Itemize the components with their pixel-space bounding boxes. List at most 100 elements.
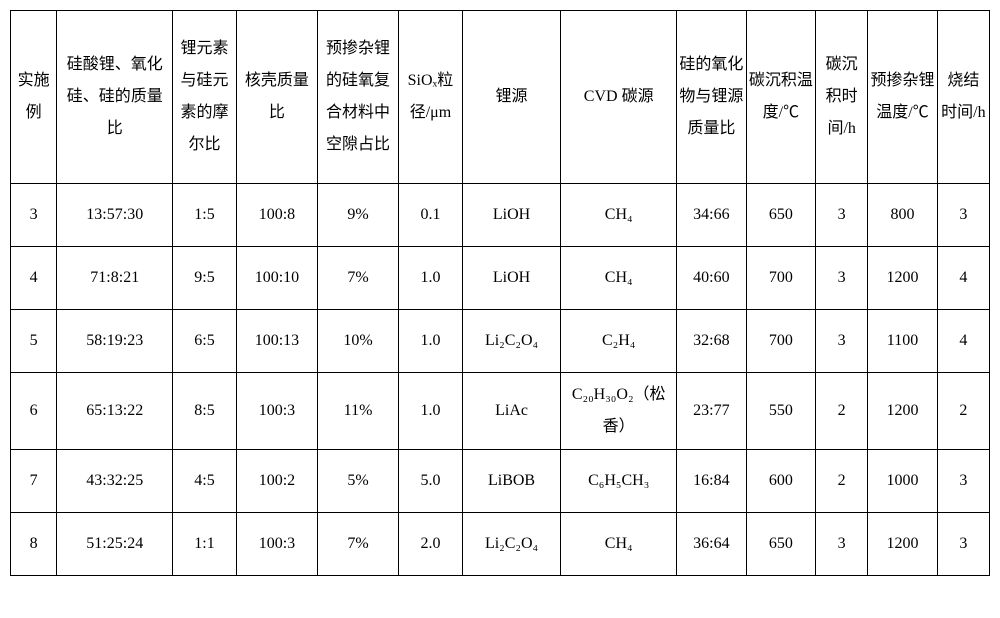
table-cell: 1200 — [868, 373, 938, 450]
col-header: 碳沉积温度/℃ — [746, 11, 816, 184]
col-header: 实施例 — [11, 11, 57, 184]
table-cell: C₂₀H₃₀O₂（松香） — [561, 373, 677, 450]
table-cell: 5.0 — [399, 450, 463, 513]
table-cell: 2.0 — [399, 513, 463, 576]
table-cell: 1.0 — [399, 373, 463, 450]
table-cell: 100:10 — [236, 247, 317, 310]
table-cell: 9% — [317, 184, 398, 247]
table-cell: 8 — [11, 513, 57, 576]
table-cell: 4:5 — [173, 450, 237, 513]
table-cell: LiOH — [462, 247, 560, 310]
col-header: 锂元素与硅元素的摩尔比 — [173, 11, 237, 184]
table-cell: 58:19:23 — [57, 310, 173, 373]
table-cell: 550 — [746, 373, 816, 450]
table-cell: 23:77 — [677, 373, 747, 450]
table-cell: 34:66 — [677, 184, 747, 247]
table-cell: 3 — [816, 310, 868, 373]
table-cell: 700 — [746, 310, 816, 373]
table-cell: Li₂C₂O₄ — [462, 310, 560, 373]
table-row: 558:19:236:5100:1310%1.0Li₂C₂O₄C₂H₄32:68… — [11, 310, 990, 373]
table-cell: C₆H₅CH₃ — [561, 450, 677, 513]
table-cell: 7 — [11, 450, 57, 513]
table-cell: 1200 — [868, 513, 938, 576]
table-cell: 6 — [11, 373, 57, 450]
table-cell: 3 — [937, 513, 989, 576]
col-header: 预掺杂锂的硅氧复合材料中空隙占比 — [317, 11, 398, 184]
table-cell: 3 — [816, 247, 868, 310]
table-cell: 1000 — [868, 450, 938, 513]
table-cell: 600 — [746, 450, 816, 513]
table-row: 851:25:241:1100:37%2.0Li₂C₂O₄CH₄36:64650… — [11, 513, 990, 576]
col-header: 硅的氧化物与锂源质量比 — [677, 11, 747, 184]
table-cell: 2 — [816, 373, 868, 450]
col-header: CVD 碳源 — [561, 11, 677, 184]
table-cell: 1100 — [868, 310, 938, 373]
table-cell: 100:2 — [236, 450, 317, 513]
table-cell: 36:64 — [677, 513, 747, 576]
table-cell: 4 — [937, 310, 989, 373]
table-cell: 800 — [868, 184, 938, 247]
col-header: 锂源 — [462, 11, 560, 184]
table-cell: 3 — [11, 184, 57, 247]
table-cell: C₂H₄ — [561, 310, 677, 373]
table-cell: 7% — [317, 513, 398, 576]
table-cell: 13:57:30 — [57, 184, 173, 247]
table-cell: LiBOB — [462, 450, 560, 513]
table-cell: 6:5 — [173, 310, 237, 373]
table-row: 743:32:254:5100:25%5.0LiBOBC₆H₅CH₃16:846… — [11, 450, 990, 513]
table-cell: 3 — [816, 513, 868, 576]
table-cell: 8:5 — [173, 373, 237, 450]
table-cell: 4 — [937, 247, 989, 310]
table-cell: 100:3 — [236, 513, 317, 576]
table-cell: 1:5 — [173, 184, 237, 247]
table-cell: 10% — [317, 310, 398, 373]
table-cell: 2 — [816, 450, 868, 513]
table-cell: 51:25:24 — [57, 513, 173, 576]
table-cell: CH₄ — [561, 184, 677, 247]
table-cell: CH₄ — [561, 247, 677, 310]
table-cell: 100:13 — [236, 310, 317, 373]
table-cell: 1200 — [868, 247, 938, 310]
col-header: 硅酸锂、氧化硅、硅的质量比 — [57, 11, 173, 184]
table-row: 313:57:301:5100:89%0.1LiOHCH₄34:66650380… — [11, 184, 990, 247]
table-cell: 5 — [11, 310, 57, 373]
table-cell: 100:8 — [236, 184, 317, 247]
table-cell: Li₂C₂O₄ — [462, 513, 560, 576]
table-cell: LiAc — [462, 373, 560, 450]
table-cell: 650 — [746, 184, 816, 247]
table-cell: 65:13:22 — [57, 373, 173, 450]
table-cell: 3 — [816, 184, 868, 247]
table-cell: 3 — [937, 450, 989, 513]
col-header: 碳沉积时间/h — [816, 11, 868, 184]
table-cell: 4 — [11, 247, 57, 310]
table-cell: 0.1 — [399, 184, 463, 247]
table-cell: 40:60 — [677, 247, 747, 310]
table-cell: 43:32:25 — [57, 450, 173, 513]
col-header: SiOₓ粒径/μm — [399, 11, 463, 184]
col-header: 烧结时间/h — [937, 11, 989, 184]
table-cell: 1.0 — [399, 247, 463, 310]
table-body: 313:57:301:5100:89%0.1LiOHCH₄34:66650380… — [11, 184, 990, 576]
table-cell: 1:1 — [173, 513, 237, 576]
table-cell: 2 — [937, 373, 989, 450]
table-cell: 16:84 — [677, 450, 747, 513]
table-cell: 1.0 — [399, 310, 463, 373]
col-header: 预掺杂锂温度/℃ — [868, 11, 938, 184]
table-row: 471:8:219:5100:107%1.0LiOHCH₄40:60700312… — [11, 247, 990, 310]
table-cell: 71:8:21 — [57, 247, 173, 310]
table-cell: 100:3 — [236, 373, 317, 450]
table-cell: 32:68 — [677, 310, 747, 373]
table-cell: 11% — [317, 373, 398, 450]
table-cell: 7% — [317, 247, 398, 310]
table-cell: 3 — [937, 184, 989, 247]
table-cell: 5% — [317, 450, 398, 513]
table-cell: CH₄ — [561, 513, 677, 576]
table-cell: 700 — [746, 247, 816, 310]
table-cell: LiOH — [462, 184, 560, 247]
data-table: 实施例 硅酸锂、氧化硅、硅的质量比 锂元素与硅元素的摩尔比 核壳质量比 预掺杂锂… — [10, 10, 990, 576]
table-row: 665:13:228:5100:311%1.0LiAcC₂₀H₃₀O₂（松香）2… — [11, 373, 990, 450]
header-row: 实施例 硅酸锂、氧化硅、硅的质量比 锂元素与硅元素的摩尔比 核壳质量比 预掺杂锂… — [11, 11, 990, 184]
table-cell: 650 — [746, 513, 816, 576]
col-header: 核壳质量比 — [236, 11, 317, 184]
table-cell: 9:5 — [173, 247, 237, 310]
